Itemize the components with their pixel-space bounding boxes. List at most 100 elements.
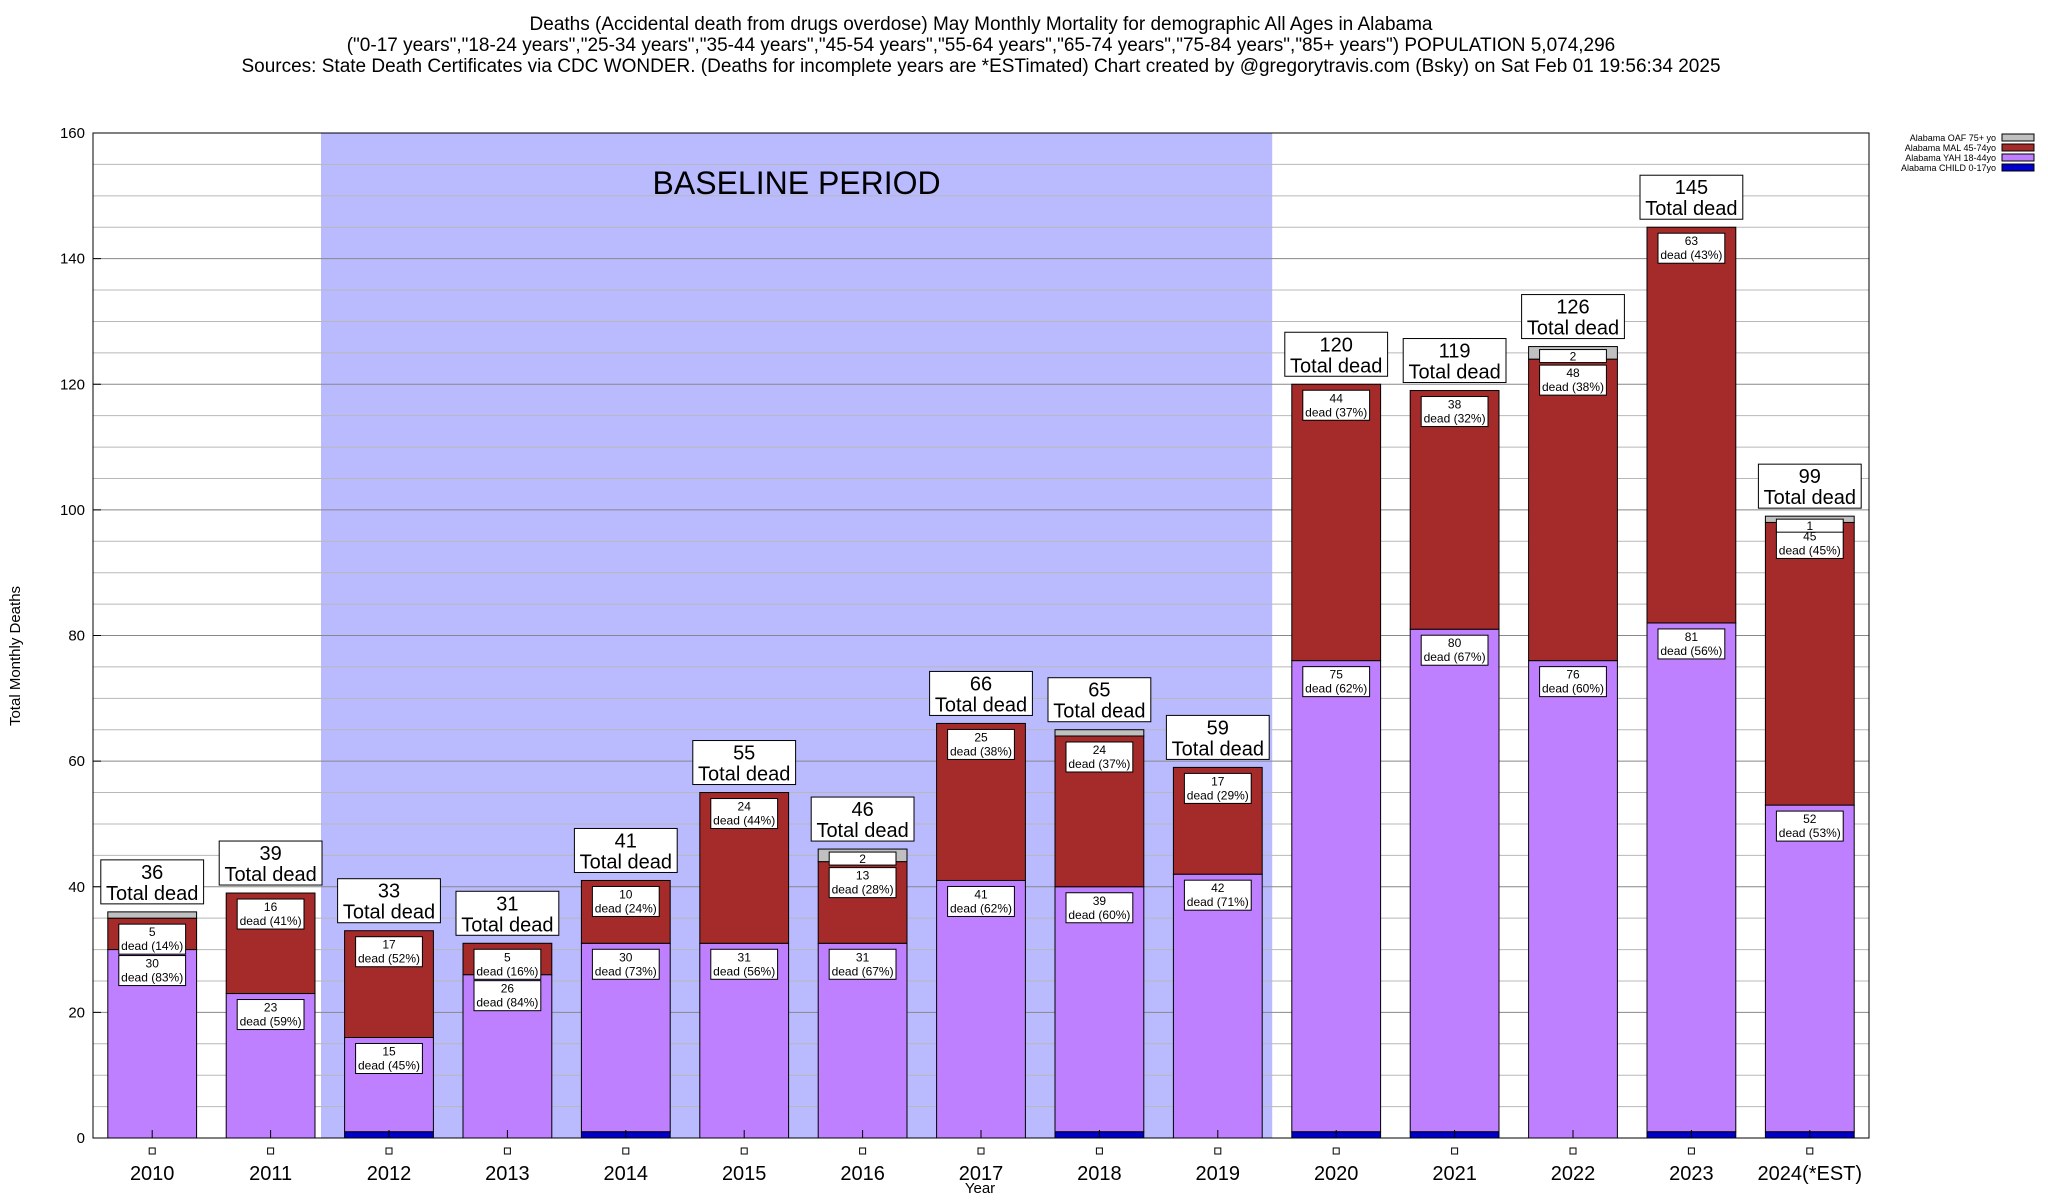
segment-label-box <box>1657 232 1726 264</box>
segment-pct-label: dead (38%) <box>1542 380 1604 394</box>
total-label-box <box>1639 174 1744 220</box>
segment-label-box <box>710 948 779 980</box>
legend-label: Alabama CHILD 0-17yo <box>1901 163 1996 173</box>
segment-pct-label: dead (60%) <box>1068 908 1130 922</box>
total-label-box <box>100 859 205 905</box>
x-tick-label: 2021 <box>1432 1163 1477 1185</box>
total-suffix-label: Total dead <box>343 902 435 924</box>
segment-value-label: 1 <box>1806 519 1813 533</box>
total-suffix-label: Total dead <box>1053 701 1145 723</box>
segment-label-box <box>1302 666 1371 698</box>
bar-segment <box>1291 383 1382 662</box>
bar-segment <box>107 911 198 919</box>
x-tick-label: 2022 <box>1551 1163 1596 1185</box>
y-tick-label: 60 <box>68 753 85 770</box>
y-tick-label: 80 <box>68 628 85 645</box>
segment-pct-label: dead (60%) <box>1542 682 1604 696</box>
segment-pct-label: dead (62%) <box>950 901 1012 915</box>
segment-value-label: 31 <box>856 950 870 964</box>
segment-value-label: 44 <box>1330 391 1344 405</box>
total-suffix-label: Total dead <box>1172 738 1264 760</box>
segment-pct-label: dead (16%) <box>476 964 538 978</box>
x-tick-label: 2018 <box>1077 1163 1122 1185</box>
x-marker <box>1451 1147 1459 1155</box>
segment-value-label: 52 <box>1803 812 1817 826</box>
total-suffix-label: Total dead <box>1408 362 1500 384</box>
total-label-box <box>692 740 797 786</box>
title-line-3: Sources: State Death Certificates via CD… <box>241 56 1720 77</box>
bar-segment <box>1172 873 1263 1139</box>
segment-label-box <box>947 728 1015 760</box>
segment-pct-label: dead (24%) <box>595 901 657 915</box>
bar-segment <box>1646 226 1737 624</box>
total-suffix-label: Total dead <box>1764 487 1856 509</box>
segment-label-box <box>1657 628 1726 660</box>
x-marker <box>148 1147 156 1155</box>
segment-value-label: 45 <box>1803 529 1817 543</box>
x-marker <box>503 1147 511 1155</box>
legend-swatch <box>2001 143 2035 152</box>
total-suffix-label: Total dead <box>816 820 908 842</box>
total-value-label: 41 <box>615 830 637 852</box>
y-tick-label: 140 <box>60 251 85 268</box>
x-tick-label: 2015 <box>722 1163 767 1185</box>
segment-label-box <box>828 851 897 866</box>
total-suffix-label: Total dead <box>461 914 553 936</box>
total-value-label: 59 <box>1207 717 1229 739</box>
total-suffix-label: Total dead <box>106 883 198 905</box>
segment-value-label: 17 <box>382 938 396 952</box>
total-label-box <box>929 670 1033 716</box>
total-suffix-label: Total dead <box>1527 318 1619 340</box>
y-tick-label: 120 <box>60 376 85 393</box>
x-tick-label: 2011 <box>249 1163 292 1185</box>
x-marker <box>859 1147 867 1155</box>
y-tick-label: 160 <box>60 125 85 142</box>
segment-pct-label: dead (28%) <box>832 883 894 897</box>
segment-value-label: 30 <box>619 950 633 964</box>
segment-pct-label: dead (41%) <box>240 914 302 928</box>
segment-value-label: 26 <box>501 982 515 996</box>
segment-label-box <box>355 936 423 968</box>
segment-pct-label: dead (56%) <box>713 964 775 978</box>
x-tick-label: 2013 <box>485 1163 530 1185</box>
bar-segment <box>1291 660 1382 1133</box>
x-marker <box>622 1147 630 1155</box>
chart-title: Deaths (Accidental death from drugs over… <box>241 14 1720 77</box>
bar-segment <box>1409 390 1500 630</box>
x-tick-label: 2023 <box>1669 1163 1714 1185</box>
x-tick-label: 2017 <box>959 1163 1004 1185</box>
segment-pct-label: dead (67%) <box>832 964 894 978</box>
total-label-box <box>1402 338 1507 384</box>
segment-label-box <box>118 955 187 987</box>
segment-value-label: 17 <box>1211 774 1225 788</box>
total-value-label: 66 <box>970 673 992 695</box>
total-value-label: 99 <box>1799 466 1821 488</box>
segment-label-box <box>1539 666 1607 698</box>
segment-pct-label: dead (37%) <box>1305 405 1367 419</box>
y-tick-label: 0 <box>77 1130 85 1147</box>
segment-value-label: 42 <box>1211 881 1225 895</box>
y-tick-label: 20 <box>68 1004 85 1021</box>
title-line-2: ("0-17 years","18-24 years","25-34 years… <box>347 35 1616 56</box>
total-value-label: 39 <box>259 843 281 865</box>
total-label-box <box>337 878 441 924</box>
y-axis-label: Total Monthly Deaths <box>7 586 24 726</box>
segment-pct-label: dead (38%) <box>950 744 1012 758</box>
x-marker <box>1332 1147 1340 1155</box>
x-marker <box>1214 1147 1222 1155</box>
x-axis: 2010 2011 2012 2013 2014 2015 2016 2017 2018 2019… <box>130 1130 1862 1185</box>
segment-value-label: 38 <box>1448 398 1462 412</box>
y-tick-label: 100 <box>60 502 85 519</box>
segment-label-box <box>1775 527 1844 559</box>
total-value-label: 126 <box>1556 297 1589 319</box>
segment-value-label: 24 <box>1093 743 1107 757</box>
x-tick-label: 2020 <box>1314 1163 1359 1185</box>
segment-pct-label: dead (73%) <box>595 964 657 978</box>
segment-value-label: 39 <box>1093 894 1107 908</box>
segment-value-label: 5 <box>504 950 511 964</box>
segment-pct-label: dead (37%) <box>1068 757 1130 771</box>
